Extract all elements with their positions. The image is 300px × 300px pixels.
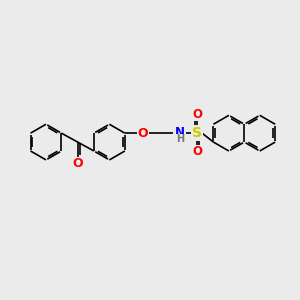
Text: H: H [176, 134, 184, 144]
Text: O: O [192, 146, 202, 158]
Text: O: O [72, 158, 83, 170]
Text: O: O [137, 127, 148, 140]
Text: S: S [192, 126, 202, 140]
Text: N: N [175, 126, 185, 139]
Text: O: O [192, 108, 202, 121]
